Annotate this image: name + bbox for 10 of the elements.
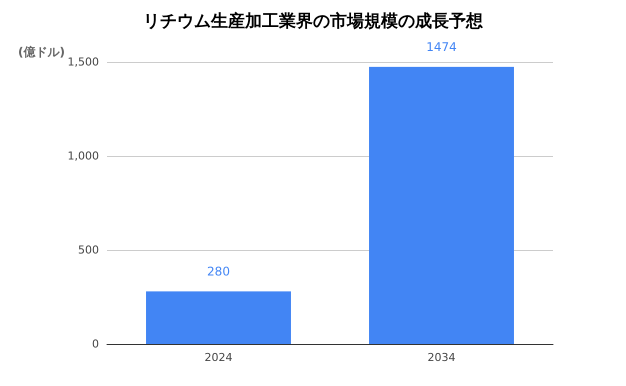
y-tick-label: 1,500	[68, 56, 99, 68]
data-label: 1474	[426, 40, 457, 54]
chart-title: リチウム生産加工業界の市場規模の成長予想	[143, 12, 484, 32]
data-label: 280	[207, 264, 230, 278]
y-tick-label: 0	[92, 338, 99, 350]
y-tick-label: 1,000	[68, 150, 99, 162]
y-axis-title: (億ドル)	[18, 45, 65, 59]
y-tick-label: 500	[78, 244, 99, 256]
x-tick-label: 2024	[204, 351, 232, 364]
x-tick-label: 2034	[428, 351, 456, 364]
